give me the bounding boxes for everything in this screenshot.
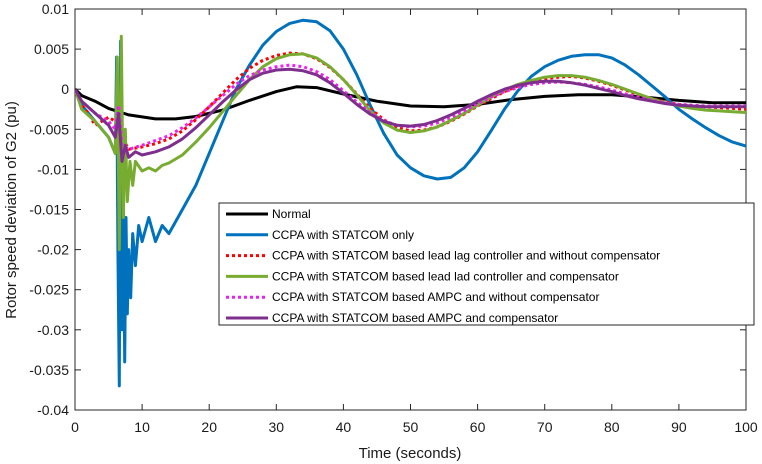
y-tick-label: -0.005 xyxy=(29,121,69,137)
x-tick-label: 80 xyxy=(604,419,620,435)
x-tick-label: 100 xyxy=(734,419,758,435)
x-tick-label: 40 xyxy=(336,419,352,435)
y-axis-tick-labels: 0.01 0.005 0 -0.005 -0.01 -0.015 -0.02 -0.025 -0… xyxy=(29,1,69,418)
legend-label-2: CCPA with STATCOM only xyxy=(272,228,414,242)
legend-label-6: CCPA with STATCOM based AMPC and compens… xyxy=(272,311,558,325)
x-tick-label: 20 xyxy=(201,419,217,435)
series-line-2 xyxy=(75,18,746,388)
series-line-1 xyxy=(75,85,746,121)
legend-label-5: CCPA with STATCOM based AMPC and without… xyxy=(272,290,599,304)
x-tick-label: 30 xyxy=(269,419,285,435)
y-tick-label: 0 xyxy=(61,81,69,97)
y-axis-label: Rotor speed deviation of G2 (pu) xyxy=(3,101,20,319)
x-tick-label: 70 xyxy=(537,419,553,435)
y-tick-label: -0.01 xyxy=(37,161,69,177)
legend-items: Normal CCPA with STATCOM only CCPA with ST… xyxy=(226,207,660,325)
legend-label-4: CCPA with STATCOM based lead lad control… xyxy=(272,269,619,283)
x-axis-label: Time (seconds) xyxy=(359,445,462,462)
y-tick-label: 0.005 xyxy=(34,41,69,57)
x-tick-label: 0 xyxy=(71,419,79,435)
y-tick-label: -0.035 xyxy=(29,362,69,378)
legend: Normal CCPA with STATCOM only CCPA with ST… xyxy=(218,202,755,326)
x-axis-tick-labels: 0 10 20 30 40 50 60 70 80 90 100 xyxy=(71,419,758,435)
x-tick-label: 60 xyxy=(470,419,486,435)
series-line-4 xyxy=(75,34,746,252)
x-tick-label: 90 xyxy=(671,419,687,435)
x-tick-label: 50 xyxy=(403,419,419,435)
legend-label-1: Normal xyxy=(272,207,311,221)
x-tick-label: 10 xyxy=(134,419,150,435)
y-tick-label: 0.01 xyxy=(42,1,69,17)
series-line-6 xyxy=(75,67,746,163)
legend-box xyxy=(218,202,755,326)
y-tick-label: -0.03 xyxy=(37,322,69,338)
y-tick-label: -0.04 xyxy=(37,402,69,418)
y-tick-label: -0.015 xyxy=(29,202,69,218)
series-line-3 xyxy=(75,51,746,151)
y-tick-label: -0.025 xyxy=(29,282,69,298)
legend-label-3: CCPA with STATCOM based lead lag control… xyxy=(272,249,660,263)
series-lines xyxy=(75,18,746,388)
y-tick-label: -0.02 xyxy=(37,242,69,258)
